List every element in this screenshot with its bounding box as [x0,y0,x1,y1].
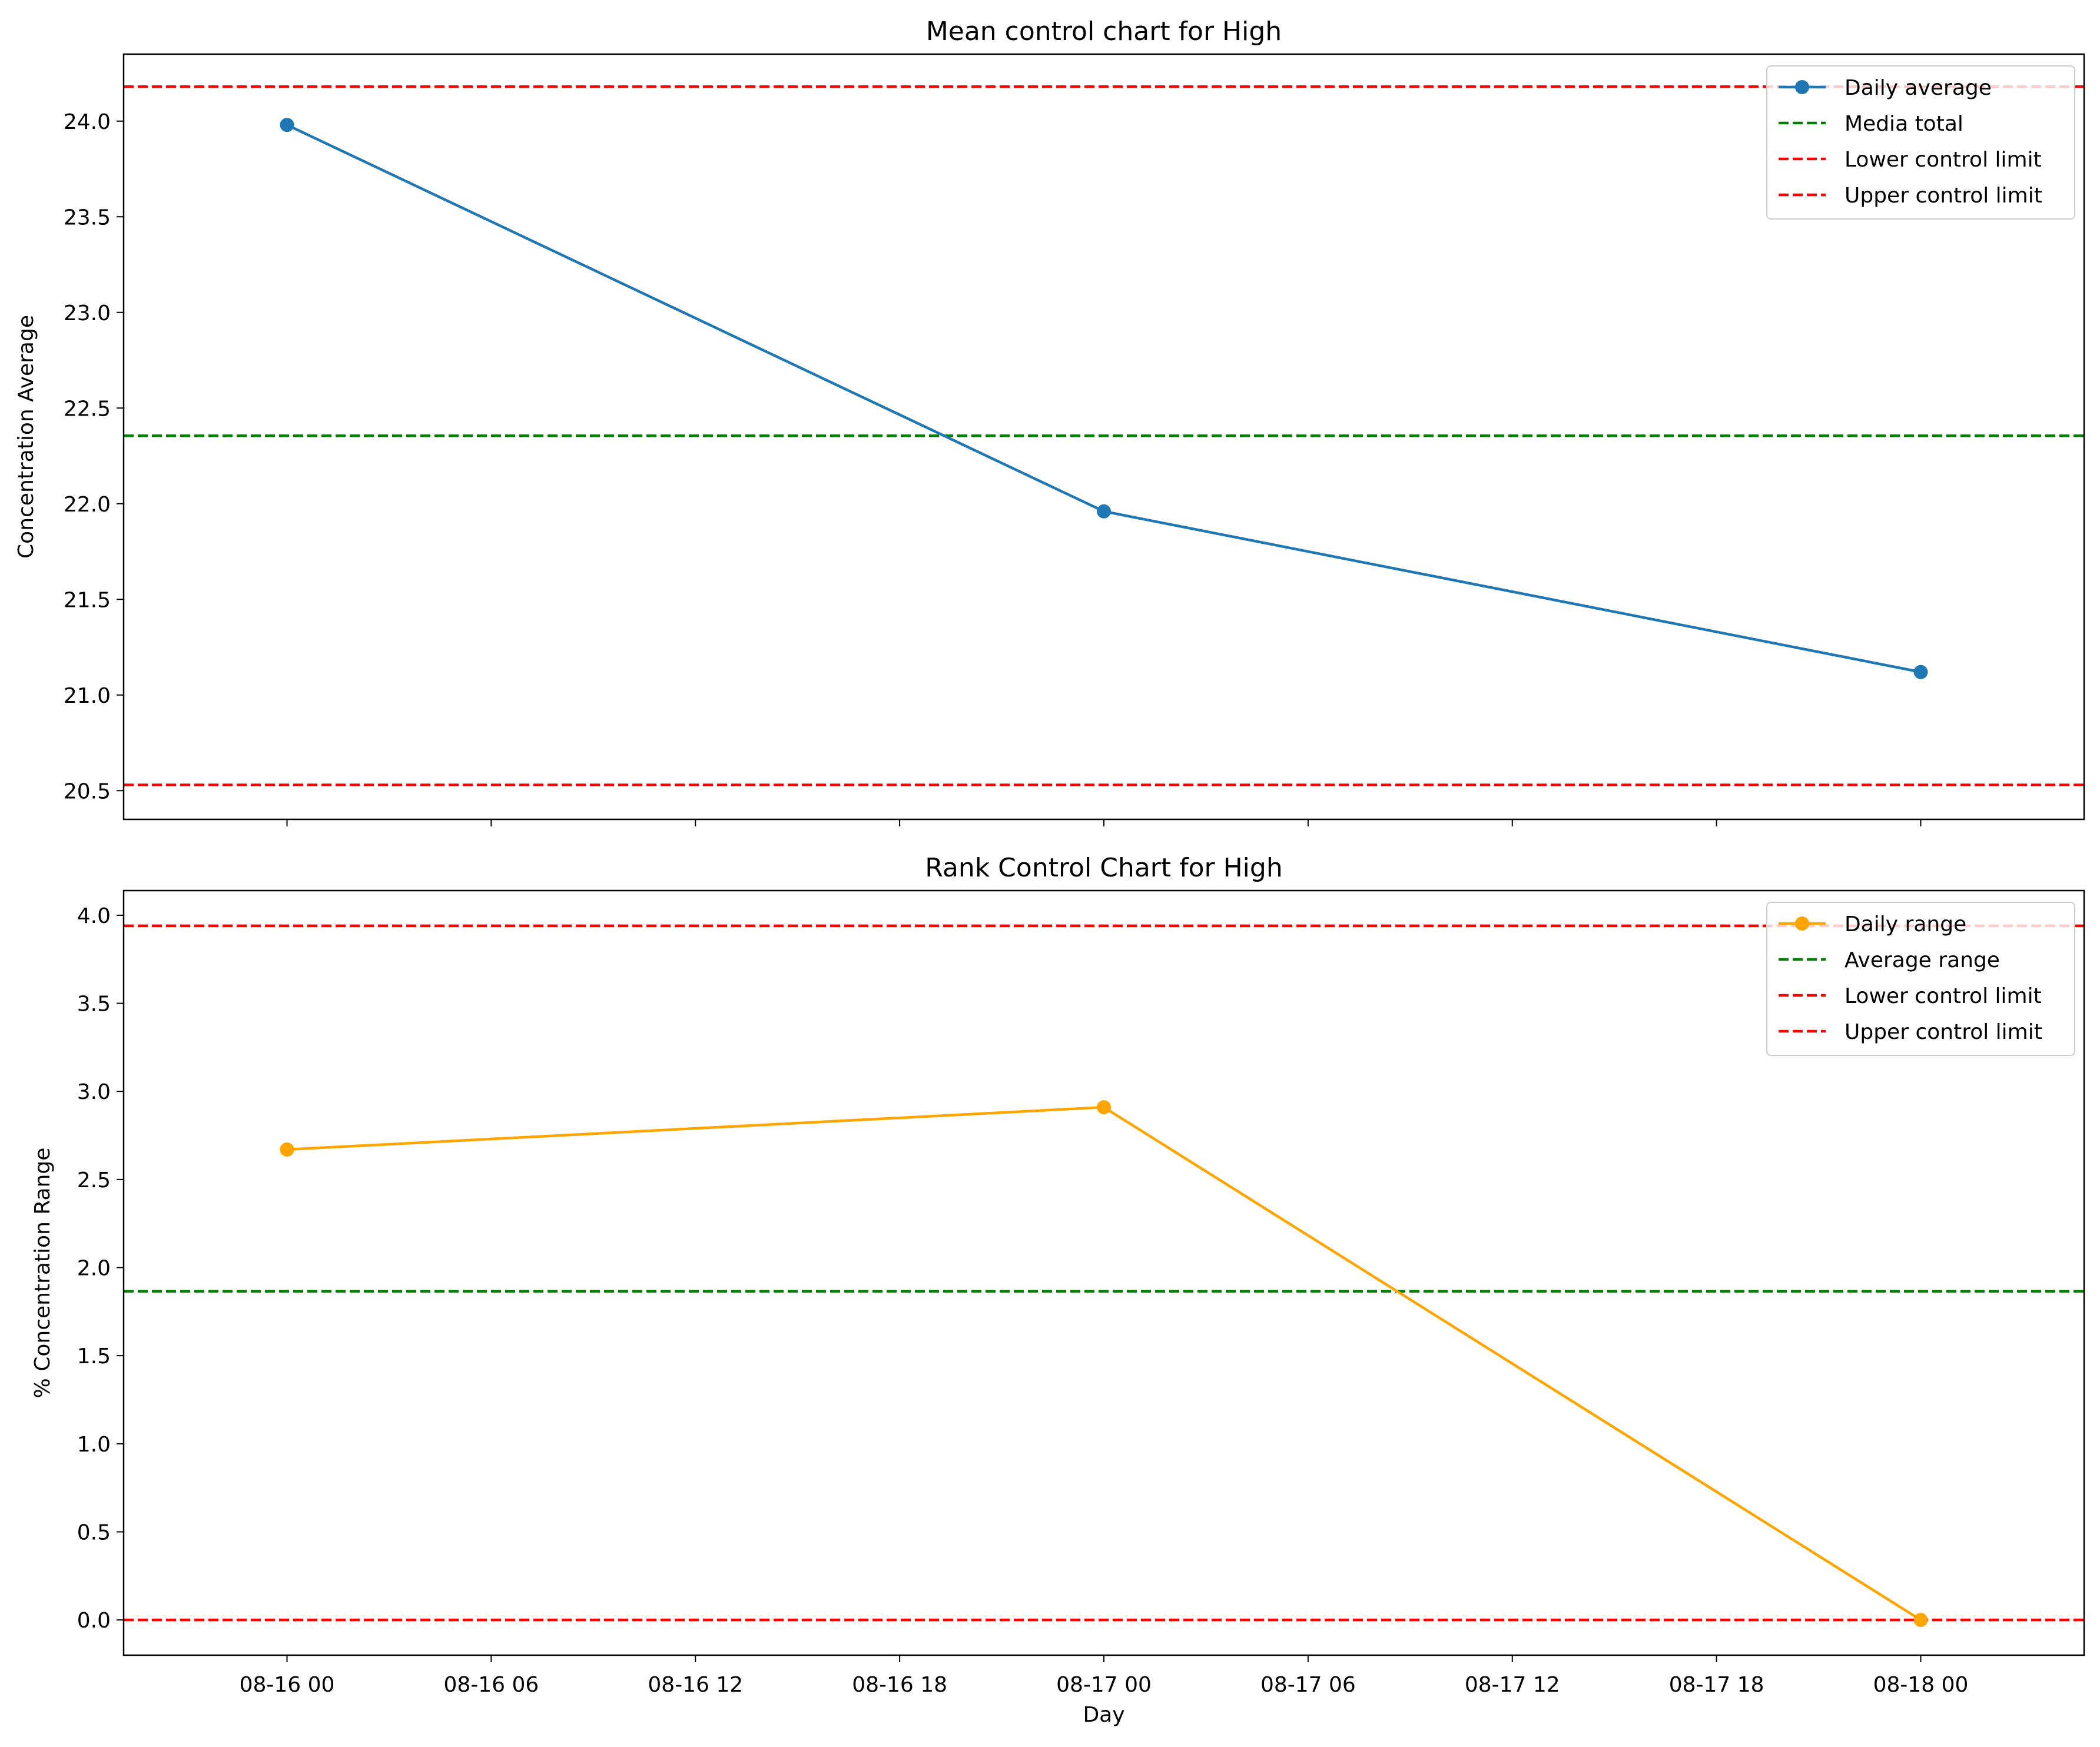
y-axis-label: Concentration Average [14,315,38,559]
x-axis-label: Day [1083,1703,1124,1727]
y-tick-label: 0.5 [77,1520,111,1545]
legend-marker [1795,80,1809,94]
chart-title: Rank Control Chart for High [925,853,1282,883]
legend-label-daily-average: Daily average [1844,76,1992,100]
data-point [1097,1100,1111,1115]
plot-area [124,85,2084,786]
data-point [1913,1613,1928,1628]
axes-frame [122,889,2085,1656]
x-tick-label: 08-18 00 [1873,1673,1969,1697]
legend: Daily range Average range Lower control li… [1766,902,2075,1056]
y-tick-label: 4.0 [77,904,111,928]
legend-label-lower-control-limit: Lower control limit [1844,984,2042,1008]
x-tick-label: 08-16 18 [852,1673,947,1697]
legend-label-daily-range: Daily range [1844,912,1966,936]
x-tick-label: 08-17 00 [1056,1673,1152,1697]
y-tick-label: 2.0 [77,1257,111,1281]
y-tick-label: 23.5 [64,205,111,230]
chart-panel-2: Rank Control Chart for High 0.0 0.5 1.0 1.5 2… [31,853,2085,1727]
y-tick-label: 24.0 [64,110,111,134]
series-line-daily-average [286,124,1921,673]
data-point [280,118,294,132]
x-tick-label: 08-17 18 [1669,1673,1764,1697]
chart-panel-1: Mean control chart for High 20.5 21.0 21.5 2… [14,16,2085,826]
y-tick-label: 21.5 [64,588,111,612]
y-tick-label: 2.5 [77,1168,111,1193]
legend-label-upper-control-limit: Upper control limit [1844,1020,2042,1044]
chart-title: Mean control chart for High [926,16,1282,47]
legend-box [1766,902,2075,1056]
legend-box [1766,65,2075,220]
legend-label-lower-control-limit: Lower control limit [1844,148,2042,172]
data-point [1097,504,1111,519]
y-tick-label: 3.0 [77,1080,111,1104]
x-tick-label: 08-16 00 [240,1673,335,1697]
x-tick-label: 08-16 06 [443,1673,539,1697]
axes-frame [122,53,2085,821]
legend-label-average-range: Average range [1844,948,2000,972]
data-point [280,1142,294,1157]
y-tick-label: 22.0 [64,493,111,517]
y-axis-label: % Concentration Range [31,1148,55,1399]
y-tick-label: 1.0 [77,1433,111,1457]
y-tick-label: 0.0 [77,1609,111,1633]
y-tick-label: 3.5 [77,992,111,1017]
y-tick-label: 22.5 [64,397,111,421]
x-tick-label: 08-16 12 [648,1673,743,1697]
y-tick-label: 20.5 [64,779,111,803]
y-tick-label: 23.0 [64,301,111,326]
y-tick-label: 1.5 [77,1344,111,1369]
y-tick-label: 21.0 [64,684,111,708]
plot-area [124,924,2084,1628]
x-tick-label: 08-17 12 [1465,1673,1560,1697]
legend-marker [1795,916,1809,931]
x-tick-label: 08-17 06 [1260,1673,1356,1697]
legend-label-upper-control-limit: Upper control limit [1844,184,2042,208]
series-line-daily-range [287,1105,1922,1622]
data-point [1913,665,1928,679]
legend-label-media-total: Media total [1844,112,1963,136]
legend: Daily average Media total Lower control li… [1766,65,2075,220]
